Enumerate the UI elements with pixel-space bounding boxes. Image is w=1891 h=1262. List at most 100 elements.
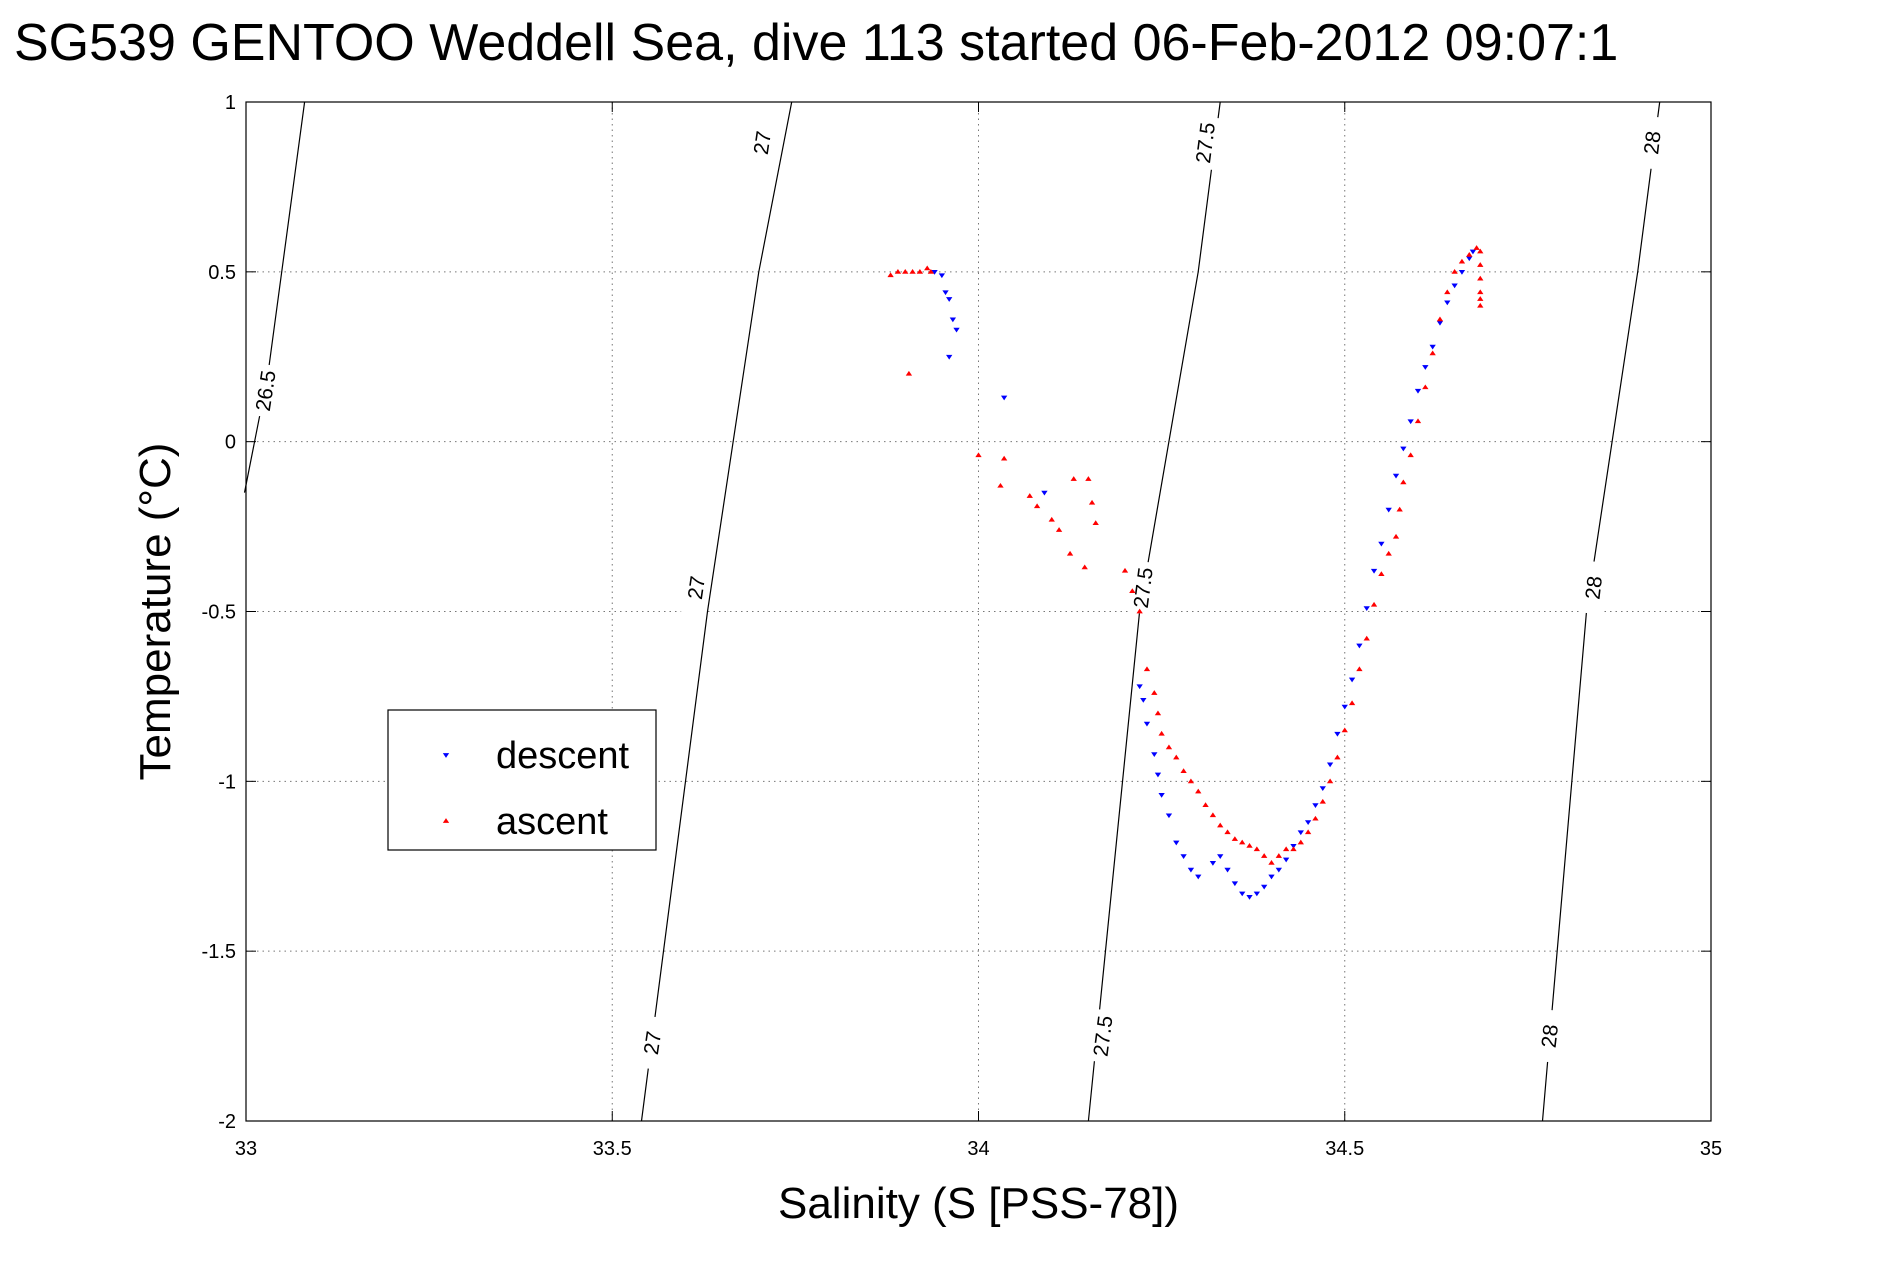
descent-point: [1356, 643, 1363, 649]
ascent-point: [1070, 476, 1077, 481]
ascent-point: [1173, 754, 1180, 760]
descent-point: [1458, 269, 1466, 275]
ascent-point: [1092, 520, 1099, 526]
series-descent: [931, 249, 1477, 900]
ascent-point: [905, 370, 913, 376]
descent-point: [1444, 300, 1451, 306]
ascent-point: [916, 268, 924, 274]
ascent-point: [1033, 503, 1041, 509]
ascent-point: [1444, 289, 1451, 295]
ascent-point: [1187, 778, 1195, 784]
contour-label: 27.5: [1130, 566, 1158, 609]
ascent-point: [1436, 316, 1444, 322]
y-tick-label: -2: [218, 1111, 236, 1133]
contour-label-mask: [249, 363, 282, 419]
y-tick-label: 0.5: [208, 262, 236, 284]
ascent-point: [1121, 567, 1129, 573]
y-tick-label: 0: [225, 432, 236, 454]
x-tick-label: 33.5: [593, 1138, 632, 1160]
ascent-point: [1055, 527, 1063, 532]
x-tick-label: 34: [967, 1138, 989, 1160]
legend-items: descent ascent: [442, 735, 630, 843]
ascent-point: [1341, 727, 1348, 733]
descent-point: [1173, 840, 1180, 846]
contour-label-mask: [746, 115, 779, 171]
contour-label-mask: [1534, 1008, 1565, 1064]
contour-label: 27: [684, 575, 710, 601]
ascent-point: [1026, 493, 1033, 498]
contour-label: 28: [1640, 130, 1666, 156]
ascent-point: [1180, 768, 1187, 774]
descent-point: [1275, 867, 1282, 873]
x-tick-label: 33: [235, 1138, 257, 1160]
ascent-point: [909, 268, 916, 274]
ascent-point: [927, 268, 935, 274]
legend: descent ascent: [387, 709, 657, 851]
ascent-point: [1458, 258, 1466, 264]
contour-label-mask: [1578, 560, 1609, 615]
x-tick-label: 35: [1700, 1138, 1722, 1160]
ascent-point: [1466, 251, 1473, 257]
descent-point: [1422, 365, 1429, 370]
y-tick-label: -0.5: [202, 602, 236, 624]
descent-point: [1363, 606, 1370, 611]
ascent-point: [1158, 730, 1165, 736]
ascent-point: [1477, 275, 1484, 281]
ascent-point: [1319, 798, 1326, 804]
ascent-point: [1334, 754, 1341, 760]
descent-point: [1385, 507, 1392, 513]
ascent-point: [1268, 859, 1275, 865]
ascent-point: [1348, 700, 1356, 706]
ascent-point: [1407, 452, 1414, 458]
descent-point: [1217, 854, 1224, 859]
ascent-point: [1253, 846, 1261, 852]
descent-point: [1451, 283, 1458, 289]
ascent-point: [1477, 248, 1484, 254]
ascent-point: [1217, 822, 1224, 828]
scatter-series: [887, 245, 1484, 900]
descent-point: [1378, 541, 1385, 547]
density-contour-27.5: [1087, 101, 1221, 1122]
density-contour-28: [1541, 101, 1661, 1122]
ascent-point: [1392, 533, 1400, 539]
descent-point: [949, 317, 957, 323]
descent-point: [1165, 813, 1173, 819]
ascent-point: [1290, 846, 1297, 852]
descent-point: [1041, 490, 1048, 496]
ascent-point: [1085, 476, 1092, 481]
contour-label: 27.5: [1089, 1014, 1117, 1057]
ascent-point: [1477, 302, 1484, 308]
ascent-point: [1202, 802, 1209, 807]
legend-marker-descent: [442, 753, 450, 758]
ascent-point: [1081, 564, 1088, 570]
ascent-point: [1414, 418, 1422, 424]
contour-label-mask: [1087, 1008, 1119, 1064]
legend-label-descent: descent: [496, 735, 630, 777]
descent-point: [1261, 884, 1268, 890]
y-tick-label: -1.5: [202, 941, 236, 963]
ascent-point: [997, 482, 1004, 488]
descent-point: [1319, 786, 1326, 792]
ascent-point: [1473, 245, 1480, 250]
ascent-point: [1143, 666, 1151, 672]
descent-point: [1297, 830, 1304, 836]
descent-point: [1000, 395, 1008, 401]
ascent-point: [1363, 635, 1370, 641]
contour-label: 27: [640, 1030, 666, 1056]
descent-point: [1400, 446, 1407, 452]
descent-point: [1304, 820, 1312, 825]
chart-title: SG539 GENTOO Weddell Sea, dive 113 start…: [14, 14, 1618, 72]
ascent-point: [1154, 710, 1162, 716]
descent-point: [1246, 894, 1253, 900]
descent-point: [1414, 388, 1422, 394]
ascent-point: [1326, 778, 1334, 784]
ascent-point: [1385, 550, 1392, 556]
descent-point: [1326, 762, 1334, 768]
ascent-point: [894, 268, 902, 274]
descent-point: [1140, 697, 1147, 703]
ascent-point: [1282, 846, 1290, 852]
ascent-point: [1477, 289, 1484, 295]
contour-label-mask: [680, 560, 713, 616]
ascent-point: [887, 272, 894, 278]
ascent-point: [1297, 839, 1304, 845]
